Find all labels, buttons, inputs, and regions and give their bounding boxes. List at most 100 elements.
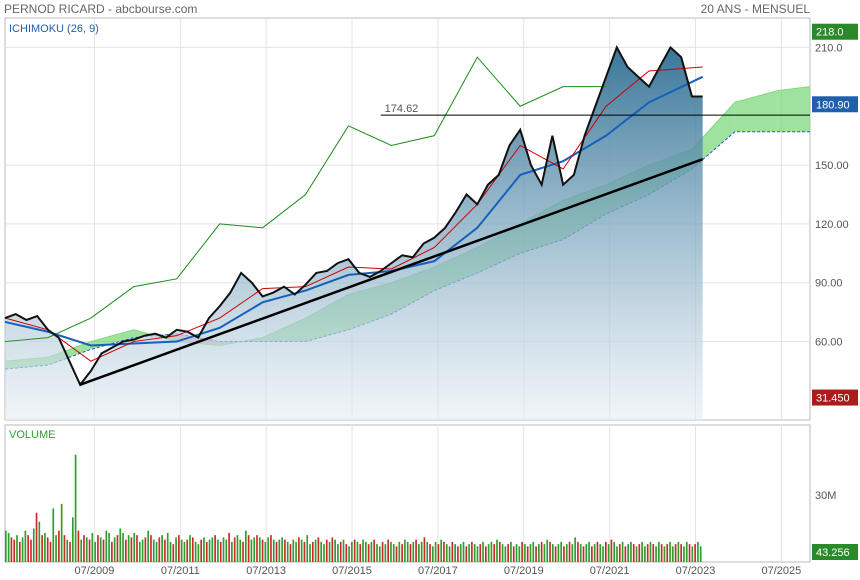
- volume-bar: [604, 541, 607, 562]
- volume-bar: [130, 537, 133, 562]
- volume-bar: [610, 539, 613, 562]
- volume-bar: [214, 535, 216, 562]
- volume-bar: [504, 546, 507, 562]
- volume-bar: [303, 541, 306, 562]
- x-tick-label: 07/2021: [590, 565, 630, 577]
- ichimoku-label: ICHIMOKU (26, 9): [9, 23, 99, 35]
- volume-bar: [306, 535, 309, 562]
- volume-bar: [38, 521, 41, 562]
- price-line: [4, 44, 703, 387]
- volume-bar: [454, 544, 456, 562]
- volume-bar: [529, 544, 532, 562]
- volume-bar: [655, 546, 657, 562]
- volume-bar: [588, 541, 590, 562]
- volume-bar: [356, 541, 359, 562]
- volume-bar: [378, 546, 381, 562]
- volume-bar: [607, 544, 610, 562]
- volume-bar: [540, 541, 543, 562]
- volume-bar: [535, 546, 537, 562]
- volume-bar: [602, 546, 604, 562]
- volume-bar: [546, 539, 549, 562]
- volume-bar: [551, 544, 554, 562]
- volume-bar: [487, 544, 490, 562]
- volume-bar: [431, 546, 434, 562]
- volume-bar: [155, 541, 158, 562]
- cloud-segment: [734, 90, 778, 132]
- volume-bar: [16, 535, 18, 562]
- volume-bar: [236, 535, 239, 562]
- volume-bar: [685, 541, 688, 562]
- cloud-segment: [777, 86, 810, 132]
- volume-bar: [97, 535, 99, 562]
- volume-bar: [85, 537, 88, 562]
- volume-bar: [323, 544, 325, 562]
- volume-bar: [510, 541, 512, 562]
- volume-bar: [105, 530, 108, 562]
- volume-bar: [152, 539, 155, 562]
- volume-bar: [197, 544, 200, 562]
- volume-bar: [337, 544, 339, 562]
- volume-bar: [373, 539, 376, 562]
- volume-bar: [465, 546, 468, 562]
- chart-title: PERNOD RICARD - abcbourse.com: [4, 2, 198, 16]
- volume-bar: [557, 544, 560, 562]
- volume-bar: [437, 544, 440, 562]
- y-tick-label: 90.00: [815, 278, 843, 290]
- volume-bar: [568, 541, 571, 562]
- volume-bar: [161, 535, 163, 562]
- volume-bar: [183, 541, 186, 562]
- volume-bar: [331, 537, 334, 562]
- volume-bar: [420, 541, 423, 562]
- volume-bar: [122, 532, 124, 562]
- volume-bar: [359, 544, 362, 562]
- volume-bar: [32, 528, 35, 562]
- y-tick-label: 150.00: [815, 160, 849, 172]
- volume-panel: VOLUME 30M 43.256: [4, 424, 858, 563]
- volume-bar: [44, 532, 46, 562]
- volume-bar: [231, 541, 233, 562]
- volume-bar: [71, 517, 74, 562]
- volume-bar: [124, 539, 127, 562]
- volume-bar: [641, 541, 643, 562]
- volume-bar: [247, 535, 250, 562]
- volume-bar: [554, 546, 557, 562]
- volume-bar: [309, 544, 311, 562]
- volume-bar: [473, 544, 476, 562]
- volume-bar: [49, 541, 52, 562]
- volume-bar: [507, 544, 509, 562]
- volume-bar: [418, 544, 420, 562]
- volume-bar: [579, 544, 582, 562]
- volume-bar: [392, 544, 395, 562]
- volume-bar: [295, 541, 297, 562]
- volume-bar: [671, 546, 674, 562]
- volume-bar: [669, 541, 671, 562]
- volume-bar: [649, 541, 652, 562]
- volume-bar: [18, 541, 21, 562]
- volume-bar: [646, 544, 649, 562]
- badge-low-bg: [812, 389, 858, 406]
- volume-bar: [191, 537, 194, 562]
- volume-bar: [688, 544, 691, 562]
- volume-bar: [147, 530, 149, 562]
- volume-bar: [175, 537, 177, 562]
- volume-bar: [630, 541, 632, 562]
- price-area: [5, 47, 703, 420]
- volume-bar: [300, 539, 303, 562]
- volume-bar: [180, 539, 183, 562]
- volume-bar: [164, 539, 166, 562]
- volume-bar: [443, 541, 445, 562]
- x-tick-label: 07/2009: [75, 565, 115, 577]
- annotation-label: 174.62: [385, 103, 419, 115]
- volume-bar: [111, 541, 113, 562]
- badge-last-bg: [812, 96, 858, 113]
- volume-bar: [278, 539, 281, 562]
- volume-bar: [353, 539, 356, 562]
- volume-bar: [415, 539, 417, 562]
- volume-bar: [660, 544, 663, 562]
- volume-bar: [205, 541, 208, 562]
- volume-bar: [560, 541, 563, 562]
- price-panel: 60.00 90.00 120.00 150.00 210.0 174.62 ICHIMOK…: [4, 17, 858, 421]
- x-tick-label: 07/2013: [246, 565, 286, 577]
- volume-bar: [35, 512, 38, 562]
- volume-bar: [10, 537, 13, 562]
